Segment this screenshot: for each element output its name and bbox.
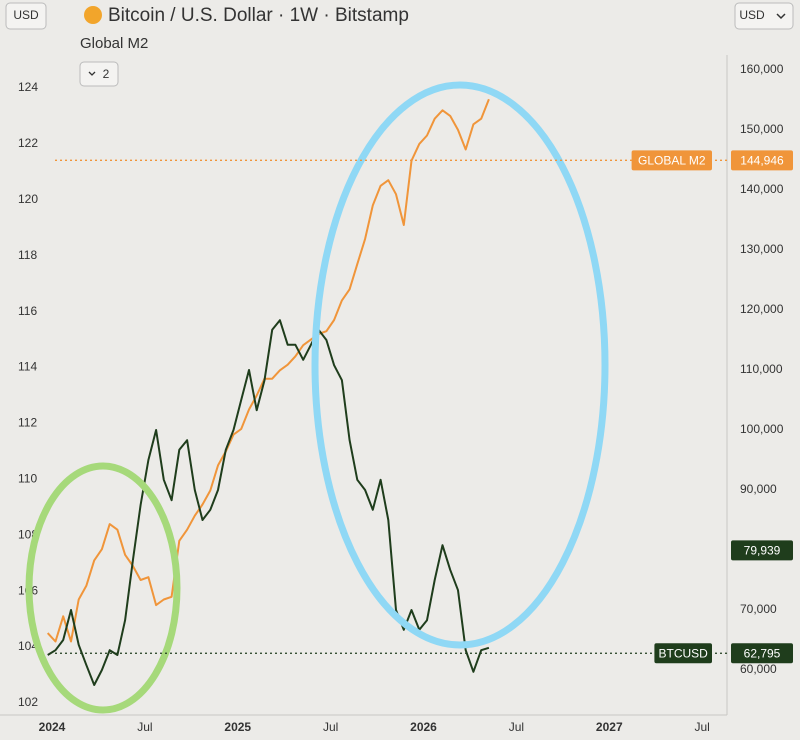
y-tick-label: 110 [18,472,37,486]
y2-tick-label: 160,000 [740,62,784,76]
price-value-label: 79,939 [744,544,781,558]
price-value-label: 62,795 [744,646,781,660]
y2-tick-label: 70,000 [740,602,777,616]
y2-tick-label: 100,000 [740,422,784,436]
y-tick-label: 124 [18,80,38,94]
dropdown-arrow [776,13,786,20]
series-line [47,319,490,686]
price-value-tag [731,540,793,561]
legend-entry: Global M2 [80,35,148,52]
currency-label: USD [13,8,39,22]
x-tick-label: Jul [323,720,338,734]
price-tag [654,643,712,664]
y2-tick-label: 110,000 [740,362,783,376]
y2-tick-label: 90,000 [740,482,777,496]
price-tag [631,150,712,171]
price-value-tag [731,643,793,664]
series-line [46,98,490,643]
y-tick-label: 112 [18,416,37,430]
y2-tick-label: 130,000 [740,242,784,256]
bitcoin-icon [84,6,102,24]
x-tick-label: 2024 [39,720,66,734]
y-tick-label: 120 [18,192,38,206]
collapse-count: 2 [103,67,110,81]
y-tick-label: 114 [18,360,37,374]
currency-dropdown[interactable] [734,2,794,30]
y-tick-label: 118 [18,248,37,262]
y2-tick-label: 150,000 [740,122,784,136]
collapse-arrow [88,71,96,76]
y2-tick-label: 60,000 [740,662,777,676]
highlight-circle [311,81,609,649]
collapse-button[interactable] [79,61,119,87]
price-value-label: 144,946 [740,153,784,167]
highlight-circle [25,462,181,714]
price-tag-label: BTCUSD [659,646,709,660]
y2-tick-label: 120,000 [740,302,784,316]
x-tick-label: Jul [694,720,709,734]
price-value-tag [731,150,793,171]
currency-label: USD [739,8,765,22]
y2-tick-label: 140,000 [740,182,784,196]
x-tick-label: 2026 [410,720,437,734]
y-tick-label: 116 [18,304,37,318]
y-tick-label: 102 [18,695,38,709]
y-tick-label: 122 [18,136,38,150]
x-tick-label: Jul [509,720,524,734]
x-tick-label: 2025 [224,720,251,734]
currency-button[interactable] [5,2,47,30]
price-labels: GLOBAL M2 144,946 79,939 BTCUSD 62,795 [55,150,793,664]
x-tick-label: 2027 [596,720,623,734]
price-tag-label: GLOBAL M2 [638,153,706,167]
chart-title: Bitcoin / U.S. Dollar · 1W · Bitstamp [108,5,409,26]
x-tick-label: Jul [137,720,152,734]
